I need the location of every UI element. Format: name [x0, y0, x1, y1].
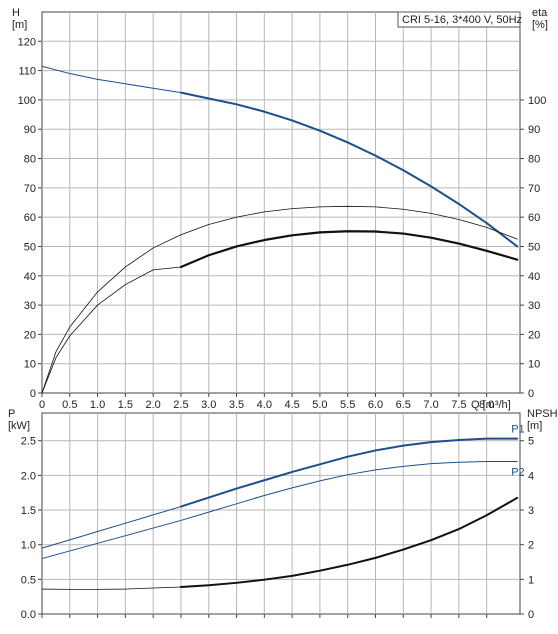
x-tick-label: 1.5: [118, 399, 133, 411]
y-right-tick-label: 20: [528, 329, 540, 341]
x-axis-title: Q [m³/h]: [471, 399, 511, 411]
y-right-tick-label: 100: [528, 95, 546, 107]
y-right-tick-label: 2: [528, 540, 534, 552]
y-left-tick-label: 2.5: [21, 436, 36, 448]
y-left-axis-title: H [m]: [12, 7, 27, 31]
power-npsh-panel: 0.0 0.5 1.0 1.5 2.0 2.5 0 1 2 3 4 5 P [kW] NPSH [m]P1 P2: [8, 408, 558, 621]
x-tick-label: 0: [39, 399, 45, 411]
y-right-tick-label: 60: [528, 212, 540, 224]
y-right-axis-title: NPSH [m]: [527, 408, 558, 432]
y-left-tick-label: 90: [24, 124, 36, 136]
y-right-tick-label: 4: [528, 470, 534, 482]
y-left-tick-label: 60: [24, 212, 36, 224]
y-left-tick-label: 0.5: [21, 574, 36, 586]
x-tick-label: 5.0: [312, 399, 327, 411]
y-left-tick-label: 80: [24, 154, 36, 166]
y-left-tick-label: 70: [24, 183, 36, 195]
series-line-p1: [179, 437, 519, 508]
x-tick-label: 2.0: [146, 399, 161, 411]
y-right-tick-label: 0: [528, 388, 534, 400]
x-tick-label: 3.0: [201, 399, 216, 411]
y-right-tick-label: 1: [528, 574, 534, 586]
x-tick-label: 2.5: [173, 399, 188, 411]
series-line: [41, 65, 182, 94]
series-label-p1: P1: [511, 424, 524, 436]
y-left-tick-label: 10: [24, 359, 36, 371]
y-left-tick-label: 50: [24, 241, 36, 253]
y-right-tick-label: 5: [528, 436, 534, 448]
y-left-tick-label: 110: [18, 66, 36, 78]
y-right-tick-label: 3: [528, 505, 534, 517]
series-label-p2: P2: [511, 467, 524, 479]
y-right-tick-label: 50: [528, 241, 540, 253]
x-tick-label: 4.0: [257, 399, 272, 411]
series-line: [41, 205, 518, 394]
x-tick-label: 6.5: [396, 399, 411, 411]
y-left-tick-label: 120: [18, 36, 36, 48]
x-tick-label: 8.0: [479, 399, 494, 411]
y-right-tick-label: 90: [528, 124, 540, 136]
y-left-tick-label: 40: [24, 271, 36, 283]
y-right-tick-label: 10: [528, 359, 540, 371]
x-tick-label: 1.0: [90, 399, 105, 411]
series-line: [179, 496, 519, 588]
y-left-tick-label: 1.5: [21, 505, 36, 517]
y-right-tick-label: 40: [528, 271, 540, 283]
x-tick-label: 6.0: [368, 399, 383, 411]
y-left-tick-label: 100: [18, 95, 36, 107]
x-tick-label: 0.5: [62, 399, 77, 411]
y-left-tick-label: 2.0: [21, 470, 36, 482]
y-left-tick-label: 30: [24, 300, 36, 312]
plot-frame: [41, 412, 521, 615]
y-right-axis-title: eta [%]: [532, 7, 548, 31]
y-right-tick-label: 80: [528, 154, 540, 166]
y-left-tick-label: 20: [24, 329, 36, 341]
chart-title: CRI 5-16, 3*400 V, 50Hz: [402, 14, 522, 26]
chart-title-box: [397, 11, 521, 28]
series-line: [179, 91, 519, 248]
y-left-tick-label: 1.0: [21, 540, 36, 552]
head-efficiency-panel: 0 0.5 1.0 1.5 2.0 2.5 3.0 3.5 4.0 4.5 5.0 5.5 6.0 6.5…: [12, 7, 548, 411]
y-left-axis-title: P [kW]: [8, 408, 30, 432]
x-tick-label: 7.0: [423, 399, 438, 411]
x-tick-label: 4.5: [284, 399, 299, 411]
y-left-tick-label: 0.0: [21, 609, 36, 621]
y-right-tick-label: 70: [528, 183, 540, 195]
y-right-tick-label: 0: [528, 609, 534, 621]
y-left-tick-label: 0: [30, 388, 36, 400]
series-line: [179, 230, 519, 269]
y-right-tick-label: 30: [528, 300, 540, 312]
series-line: [41, 266, 182, 394]
x-tick-label: 7.5: [451, 399, 466, 411]
series-line: [41, 586, 182, 590]
plot-frame: [41, 11, 521, 394]
x-tick-label: 5.5: [340, 399, 355, 411]
series-line-p1: [41, 506, 182, 549]
series-line-p2: [41, 461, 518, 560]
x-tick-label: 3.5: [229, 399, 244, 411]
